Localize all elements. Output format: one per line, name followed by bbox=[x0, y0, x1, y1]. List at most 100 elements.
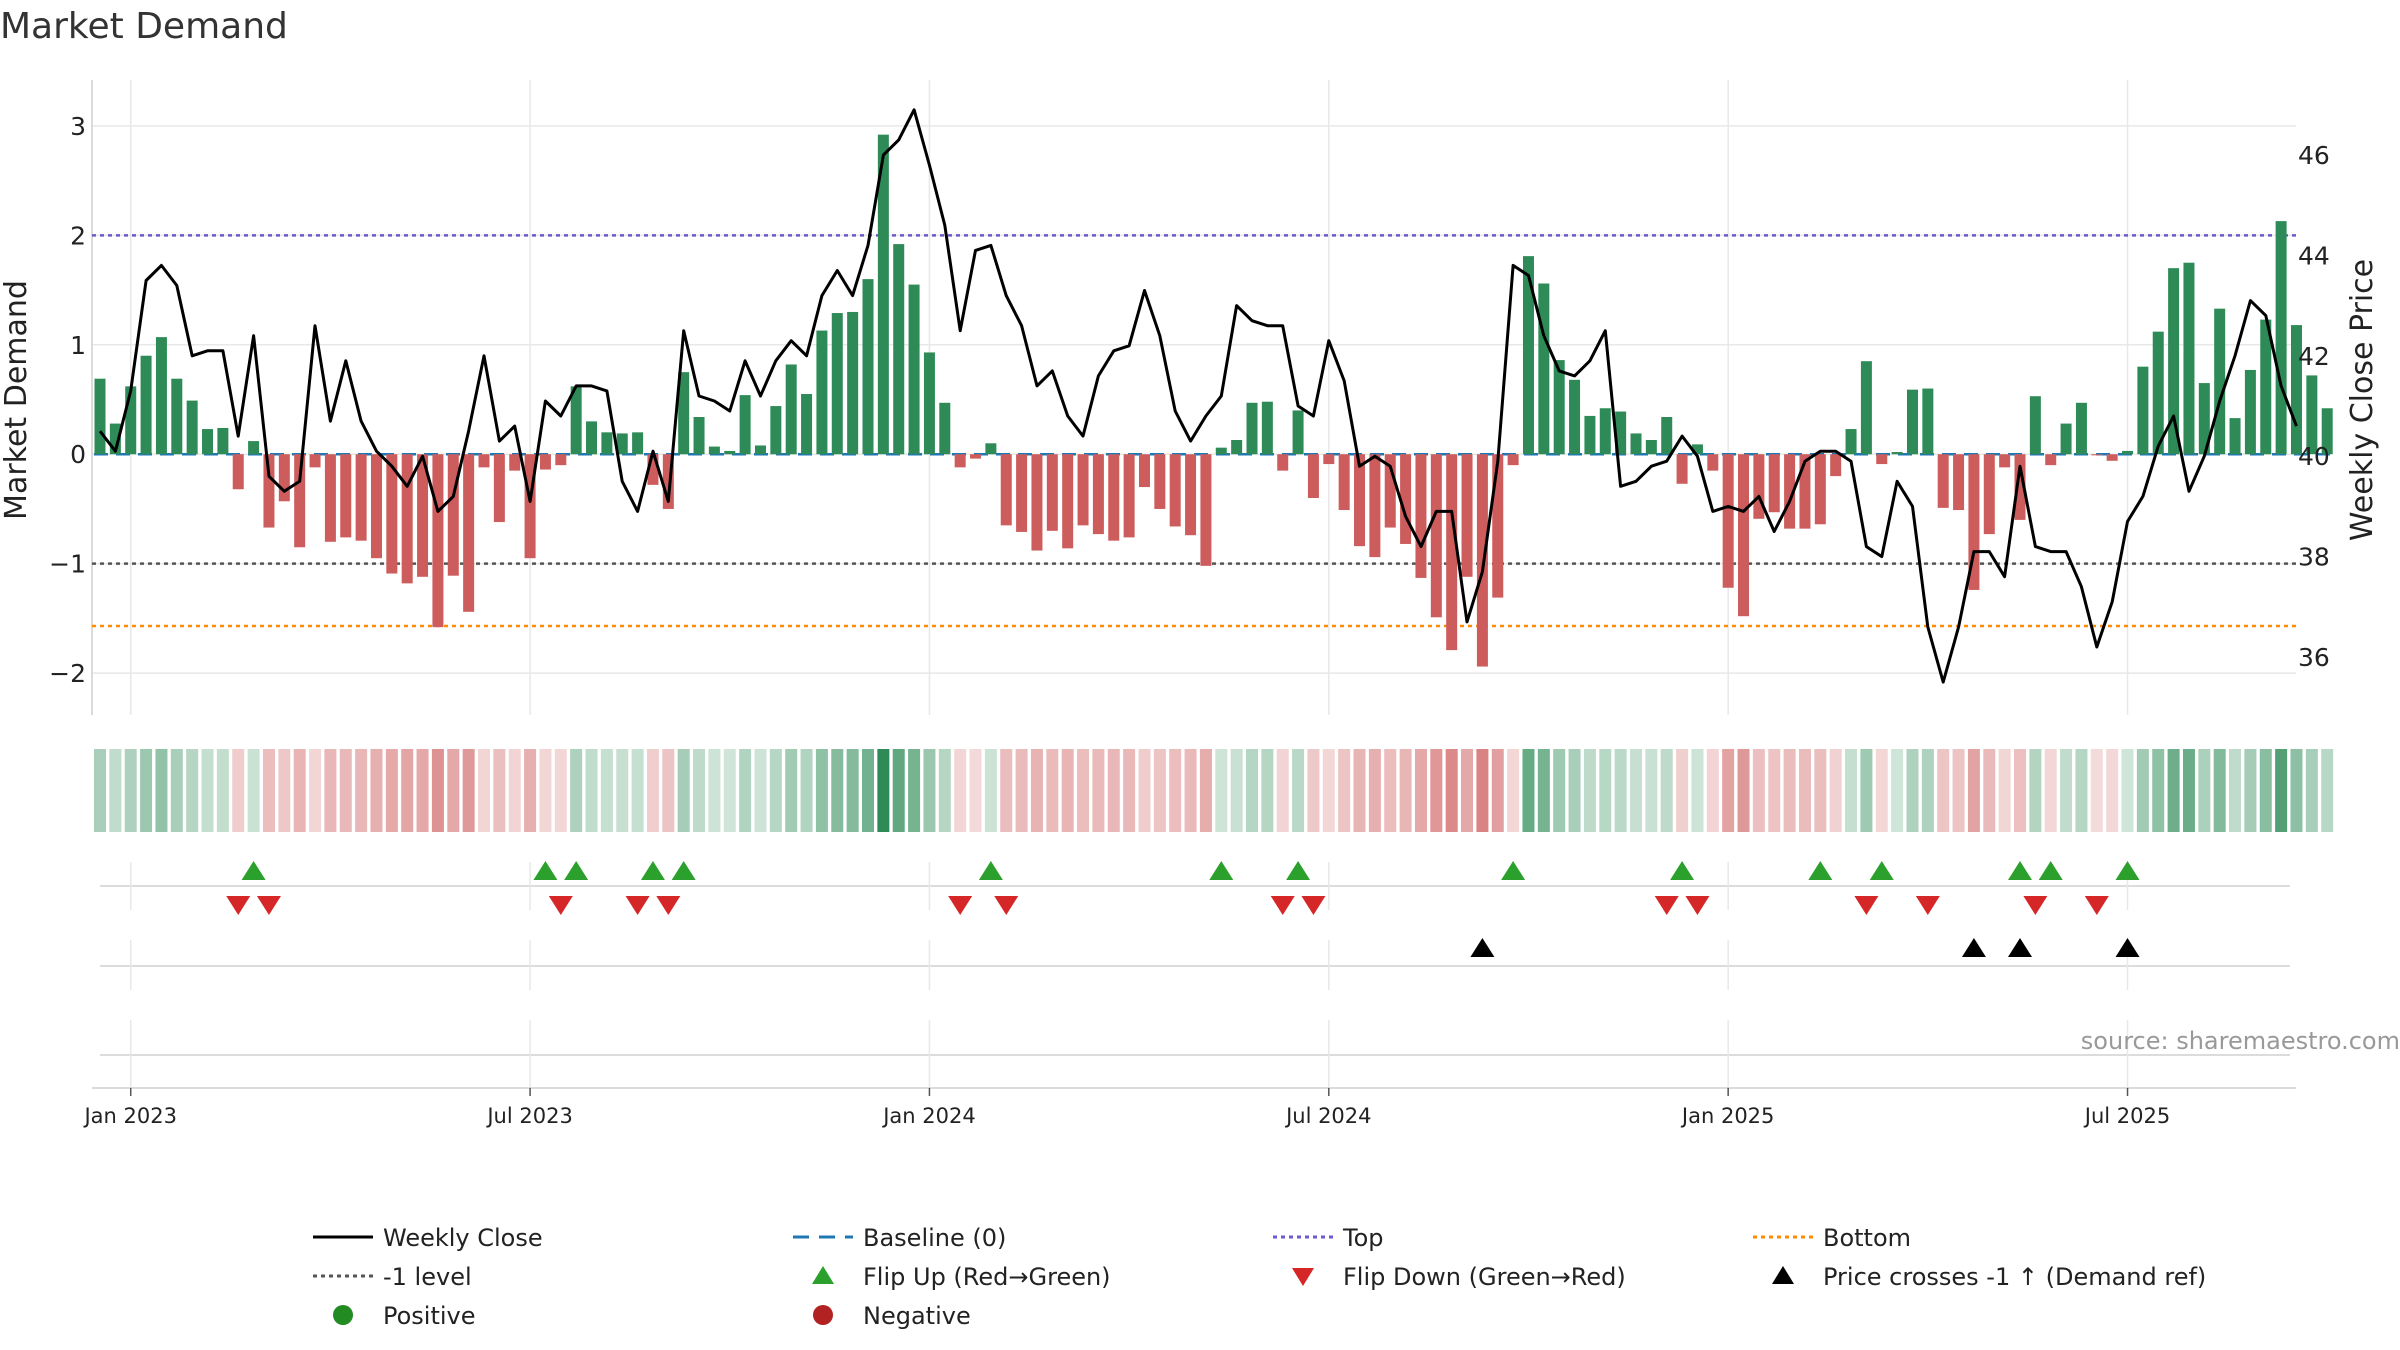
demand-bar bbox=[1645, 439, 1657, 455]
heat-cell bbox=[1967, 749, 1980, 832]
legend-item: Top bbox=[1273, 1224, 1384, 1252]
flip-up-marker bbox=[2115, 861, 2140, 880]
heat-cell bbox=[1983, 749, 1996, 832]
heat-cell bbox=[478, 749, 490, 832]
right-tick-label: 46 bbox=[2298, 141, 2330, 170]
weekly-close-line bbox=[98, 108, 2298, 684]
demand-bar bbox=[785, 364, 797, 455]
legend-item: Weekly Close bbox=[313, 1224, 543, 1252]
flip-down-marker bbox=[1685, 896, 1710, 915]
legend-item: Positive bbox=[333, 1302, 476, 1330]
demand-bar bbox=[570, 386, 582, 455]
heat-cell bbox=[201, 749, 214, 832]
heat-cell bbox=[954, 749, 967, 832]
demand-bar bbox=[877, 134, 889, 455]
demand-bar bbox=[1369, 454, 1381, 558]
heat-cell bbox=[1752, 749, 1765, 832]
demand-bar bbox=[386, 454, 398, 574]
demand-bar bbox=[2075, 402, 2087, 455]
demand-bar bbox=[2306, 375, 2318, 455]
demand-bar bbox=[1231, 439, 1243, 455]
heat-cell bbox=[1414, 749, 1427, 832]
flip-up-marker bbox=[2038, 861, 2063, 880]
demand-bar bbox=[1799, 454, 1811, 529]
heat-cell bbox=[1706, 749, 1719, 832]
empty-marker-row bbox=[100, 1020, 2290, 1090]
demand-bar bbox=[1584, 415, 1596, 455]
heat-cell bbox=[385, 749, 398, 832]
demand-bar bbox=[1246, 402, 1258, 455]
heat-cell bbox=[2090, 749, 2103, 832]
price-cross-marker bbox=[1961, 938, 1986, 957]
left-tick-label: 1 bbox=[70, 331, 86, 360]
right-tick-label: 40 bbox=[2298, 442, 2330, 471]
flip-up-marker bbox=[978, 861, 1003, 880]
demand-bar bbox=[739, 395, 751, 455]
flip-down-marker bbox=[1270, 896, 1295, 915]
heat-cell bbox=[309, 749, 322, 832]
demand-bar bbox=[524, 454, 536, 559]
x-tick-label: Jul 2025 bbox=[2083, 1104, 2170, 1128]
heat-cell bbox=[892, 749, 905, 832]
price-cross-marker bbox=[1470, 938, 1495, 957]
price-cross-marker bbox=[2008, 938, 2032, 957]
demand-bar bbox=[2198, 383, 2210, 455]
heat-cell bbox=[401, 749, 414, 832]
demand-bar bbox=[678, 372, 690, 455]
heat-cell bbox=[1276, 749, 1289, 832]
demand-bar bbox=[2106, 454, 2118, 461]
flip-up-marker bbox=[1808, 861, 1833, 880]
legend: Weekly Close Baseline (0) Top Bottom -1 leve… bbox=[313, 1224, 2206, 1330]
heat-cell bbox=[570, 749, 583, 832]
demand-bar bbox=[155, 337, 167, 455]
right-tick-label: 36 bbox=[2298, 643, 2330, 672]
demand-bar bbox=[1553, 360, 1565, 455]
heat-cell bbox=[94, 749, 106, 832]
heat-cell bbox=[370, 749, 383, 832]
demand-bar bbox=[1200, 454, 1212, 566]
x-tick-label: Jul 2023 bbox=[485, 1104, 572, 1128]
heat-cell bbox=[1645, 749, 1658, 832]
heat-cell bbox=[1184, 749, 1197, 832]
heat-cell bbox=[1599, 749, 1612, 832]
flip-up-marker bbox=[1209, 861, 1234, 880]
demand-bar bbox=[1845, 429, 1857, 455]
right-axis-label: Weekly Close Price bbox=[2345, 259, 2380, 541]
heat-cell bbox=[739, 749, 752, 832]
demand-bar bbox=[632, 432, 644, 455]
demand-bar bbox=[1676, 454, 1688, 484]
demand-bar bbox=[1738, 454, 1750, 617]
heat-cell bbox=[785, 749, 798, 832]
heat-cell bbox=[969, 749, 982, 832]
heat-cell bbox=[1123, 749, 1136, 832]
demand-bar bbox=[770, 406, 782, 455]
flip-down-marker bbox=[1654, 896, 1679, 915]
heat-cell bbox=[831, 749, 844, 832]
legend-item: Flip Down (Green→Red) bbox=[1292, 1263, 1626, 1291]
heat-cell bbox=[155, 749, 168, 832]
demand-bar bbox=[355, 454, 367, 541]
left-y-axis: 3 2 1 0 −1 −2 bbox=[49, 112, 86, 688]
demand-bar bbox=[294, 454, 306, 548]
heat-cell bbox=[508, 749, 521, 832]
demand-bar bbox=[2060, 423, 2072, 455]
heat-cell bbox=[1046, 749, 1059, 832]
heat-cell bbox=[1737, 749, 1750, 832]
heat-cell bbox=[447, 749, 460, 832]
demand-bar bbox=[1062, 454, 1074, 549]
flip-down-marker bbox=[226, 896, 251, 915]
heat-cell bbox=[1798, 749, 1811, 832]
demand-bar bbox=[171, 378, 183, 455]
flip-up-marker bbox=[1286, 861, 1311, 880]
demand-bar bbox=[1185, 454, 1197, 536]
demand-bar bbox=[125, 386, 137, 455]
demand-bar bbox=[2029, 396, 2041, 455]
demand-bar bbox=[662, 454, 674, 509]
demand-bar bbox=[417, 454, 429, 577]
heat-cell bbox=[140, 749, 153, 832]
heat-cell bbox=[2290, 749, 2303, 832]
demand-bar bbox=[1400, 454, 1412, 544]
heat-cell bbox=[2259, 749, 2272, 832]
demand-bar bbox=[1753, 454, 1765, 519]
heat-cell bbox=[616, 749, 629, 832]
